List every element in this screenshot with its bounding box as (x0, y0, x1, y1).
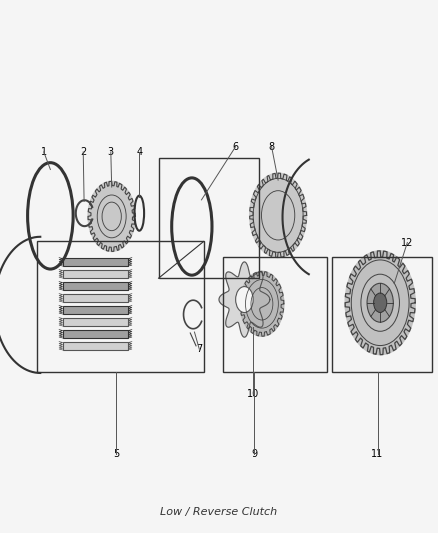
Bar (63, 342, 128, 350)
Bar (37, 241, 204, 372)
Text: 6: 6 (233, 142, 239, 151)
Text: 5: 5 (113, 449, 119, 459)
Text: 2: 2 (80, 147, 86, 157)
Ellipse shape (236, 287, 253, 312)
Bar (63, 270, 128, 278)
Text: 9: 9 (251, 449, 257, 459)
Ellipse shape (367, 283, 393, 322)
Text: 3: 3 (108, 147, 114, 157)
Text: 8: 8 (268, 142, 275, 151)
Ellipse shape (88, 181, 135, 252)
Polygon shape (88, 181, 135, 252)
Polygon shape (240, 271, 284, 336)
Bar (63, 329, 128, 338)
Bar (63, 318, 128, 326)
Text: 12: 12 (401, 238, 413, 247)
Bar (63, 257, 128, 266)
Bar (332, 257, 432, 372)
Polygon shape (219, 262, 270, 337)
Polygon shape (345, 251, 415, 354)
Text: 11: 11 (371, 449, 384, 459)
Text: 10: 10 (247, 390, 259, 399)
Bar (63, 294, 128, 302)
Bar (159, 158, 259, 278)
Bar (63, 281, 128, 290)
Text: Low / Reverse Clutch: Low / Reverse Clutch (160, 507, 278, 516)
Ellipse shape (374, 293, 387, 312)
Ellipse shape (345, 251, 415, 354)
Bar (63, 305, 128, 314)
Bar (223, 257, 327, 372)
Text: 1: 1 (41, 147, 47, 157)
Ellipse shape (240, 271, 284, 336)
Ellipse shape (250, 173, 307, 257)
Text: 4: 4 (136, 147, 142, 157)
Text: 7: 7 (196, 344, 202, 354)
Polygon shape (250, 173, 307, 257)
